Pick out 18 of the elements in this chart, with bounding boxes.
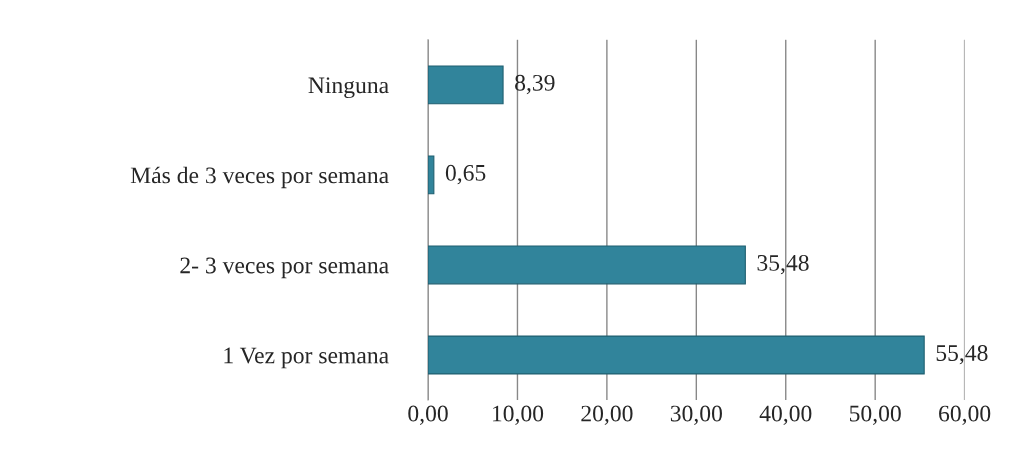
x-tick-label: 0,00	[408, 405, 448, 425]
y-tick-label: Más de 3 veces por semana	[130, 166, 389, 189]
bar	[428, 335, 925, 375]
y-tick-label: 2- 3 veces por semana	[180, 257, 389, 279]
bar	[428, 65, 504, 105]
x-tick-label: 30,00	[670, 405, 722, 425]
bar	[428, 245, 746, 285]
data-label: 0,65	[445, 164, 486, 185]
x-tick-label: 50,00	[849, 405, 901, 425]
x-tick-label: 20,00	[581, 405, 633, 425]
data-label: 35,48	[757, 254, 809, 275]
y-tick-label: Ninguna	[308, 77, 389, 99]
x-tick-label: 60,00	[939, 405, 991, 425]
data-label: 8,39	[515, 74, 555, 95]
data-label: 55,48	[936, 344, 988, 365]
y-tick-label: 1 Vez por semana	[224, 347, 389, 369]
x-tick-label: 40,00	[759, 405, 812, 425]
x-tick-label: 10,00	[492, 405, 544, 425]
